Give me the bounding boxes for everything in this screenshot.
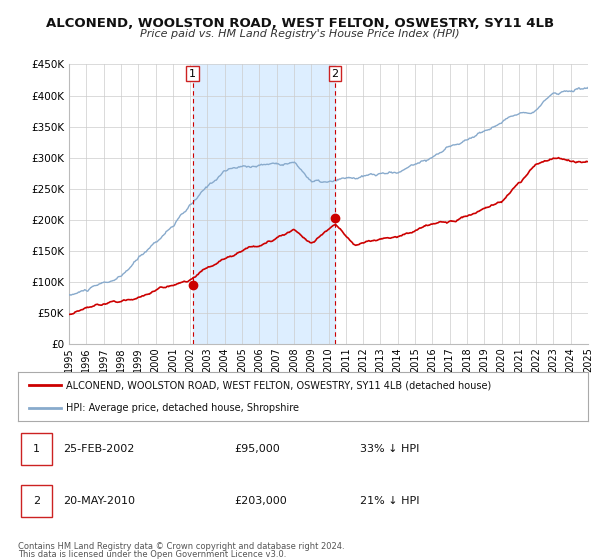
- Text: 2: 2: [332, 69, 338, 78]
- Text: Price paid vs. HM Land Registry's House Price Index (HPI): Price paid vs. HM Land Registry's House …: [140, 29, 460, 39]
- Text: £95,000: £95,000: [235, 445, 280, 454]
- Text: HPI: Average price, detached house, Shropshire: HPI: Average price, detached house, Shro…: [67, 403, 299, 413]
- Text: 25-FEB-2002: 25-FEB-2002: [64, 445, 135, 454]
- Text: 21% ↓ HPI: 21% ↓ HPI: [360, 496, 419, 506]
- FancyBboxPatch shape: [21, 485, 52, 517]
- Text: 1: 1: [189, 69, 196, 78]
- Text: 2: 2: [33, 496, 40, 506]
- Text: 33% ↓ HPI: 33% ↓ HPI: [360, 445, 419, 454]
- Text: 1: 1: [33, 445, 40, 454]
- Text: £203,000: £203,000: [235, 496, 287, 506]
- Text: Contains HM Land Registry data © Crown copyright and database right 2024.: Contains HM Land Registry data © Crown c…: [18, 542, 344, 550]
- Bar: [193, 64, 335, 344]
- Text: ALCONEND, WOOLSTON ROAD, WEST FELTON, OSWESTRY, SY11 4LB (detached house): ALCONEND, WOOLSTON ROAD, WEST FELTON, OS…: [67, 380, 492, 390]
- Text: 20-MAY-2010: 20-MAY-2010: [64, 496, 136, 506]
- Text: This data is licensed under the Open Government Licence v3.0.: This data is licensed under the Open Gov…: [18, 550, 286, 559]
- Text: ALCONEND, WOOLSTON ROAD, WEST FELTON, OSWESTRY, SY11 4LB: ALCONEND, WOOLSTON ROAD, WEST FELTON, OS…: [46, 17, 554, 30]
- FancyBboxPatch shape: [21, 433, 52, 465]
